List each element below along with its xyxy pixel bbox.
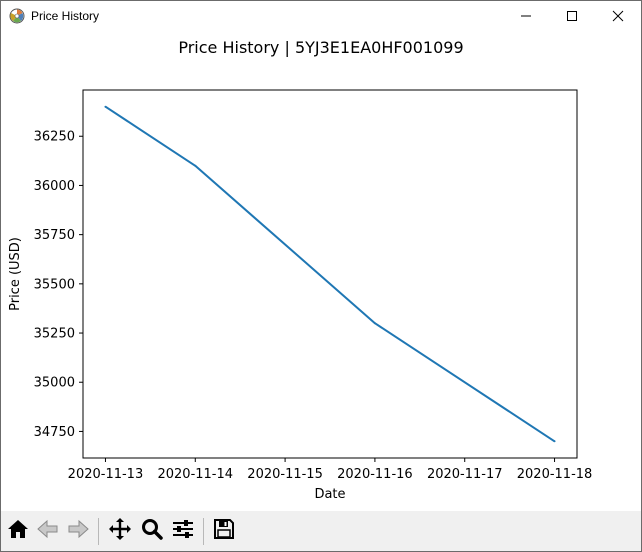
configure-subplots-button[interactable] (170, 517, 196, 545)
series-layer (104, 105, 556, 443)
series-line (104, 105, 556, 443)
zoom-button[interactable] (139, 517, 165, 545)
data-point (104, 105, 107, 108)
forward-button[interactable] (65, 517, 91, 545)
figure-canvas[interactable]: Price History | 5YJ3E1EA0HF001099 2020-1… (1, 31, 641, 511)
back-button[interactable] (35, 517, 61, 545)
toolbar-divider (98, 518, 99, 545)
matplotlib-logo-icon (9, 8, 25, 24)
y-axis-label: Price (USD) (8, 237, 23, 311)
maximize-button[interactable] (549, 1, 595, 31)
navigation-toolbar (1, 511, 641, 551)
right-arrow-icon (66, 517, 90, 545)
y-tick-label: 36250 (34, 130, 75, 145)
maximize-icon (566, 10, 578, 22)
x-axis-label: Date (314, 487, 345, 502)
home-icon (6, 517, 30, 545)
window-title: Price History (31, 9, 100, 23)
move-icon (108, 517, 132, 545)
x-tick-label: 2020-11-18 (517, 467, 593, 482)
home-button[interactable] (5, 517, 31, 545)
data-point (553, 440, 556, 443)
save-button[interactable] (211, 517, 237, 545)
data-point (194, 164, 197, 167)
title-bar[interactable]: Price History (1, 1, 641, 31)
y-tick-label: 35500 (34, 277, 75, 292)
close-icon (612, 10, 624, 22)
x-axis: 2020-11-13 2020-11-14 2020-11-15 2020-11-16… (68, 458, 593, 482)
x-tick-label: 2020-11-13 (68, 467, 144, 482)
data-point (373, 322, 376, 325)
close-button[interactable] (595, 1, 641, 31)
sliders-icon (171, 517, 195, 545)
pan-button[interactable] (107, 517, 133, 545)
x-tick-label: 2020-11-16 (337, 467, 413, 482)
x-tick-label: 2020-11-15 (247, 467, 323, 482)
magnifier-icon (140, 517, 164, 545)
y-tick-label: 35000 (34, 376, 75, 391)
minimize-icon (520, 10, 532, 22)
y-tick-label: 36000 (34, 179, 75, 194)
minimize-button[interactable] (503, 1, 549, 31)
y-tick-label: 35250 (34, 327, 75, 342)
x-tick-label: 2020-11-17 (427, 467, 503, 482)
plot-area (82, 89, 578, 459)
toolbar-divider (203, 518, 204, 545)
left-arrow-icon (36, 517, 60, 545)
x-tick-label: 2020-11-14 (157, 467, 233, 482)
y-axis: 34750 35000 35250 35500 35750 36000 36250 (34, 130, 83, 440)
floppy-disk-icon (212, 517, 236, 545)
y-tick-label: 35750 (34, 228, 75, 243)
chart-title: Price History | 5YJ3E1EA0HF001099 (178, 38, 463, 57)
chart-svg: Price History | 5YJ3E1EA0HF001099 2020-1… (8, 38, 593, 502)
y-tick-label: 34750 (34, 425, 75, 440)
